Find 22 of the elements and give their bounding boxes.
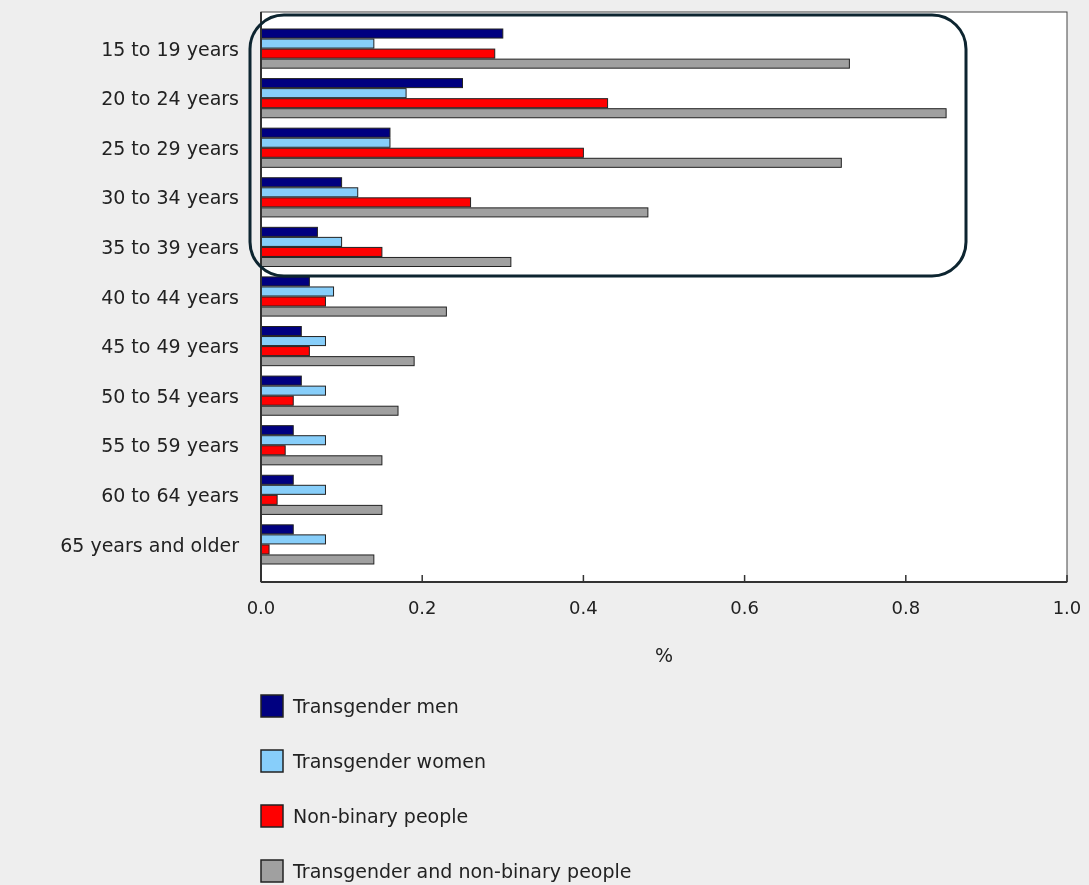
x-tick-label: 0.8 — [891, 597, 921, 618]
y-tick-label: 60 to 64 years — [101, 483, 239, 506]
y-tick-label: 35 to 39 years — [101, 236, 239, 259]
y-tick-label: 25 to 29 years — [101, 136, 239, 159]
y-tick-label: 40 to 44 years — [101, 285, 239, 308]
legend-label: Transgender and non-binary people — [292, 859, 632, 882]
x-tick-label: 0.4 — [569, 597, 598, 618]
x-tick-label: 1.0 — [1052, 597, 1082, 618]
y-tick-label: 20 to 24 years — [101, 87, 239, 110]
y-tick-label: 50 to 54 years — [101, 384, 239, 407]
legend-label: Transgender women — [292, 749, 487, 772]
legend-label: Non-binary people — [293, 804, 469, 827]
x-tick-label: 0.0 — [246, 597, 276, 618]
y-tick-label: 30 to 34 years — [101, 186, 239, 209]
y-tick-label: 55 to 59 years — [101, 434, 239, 457]
legend-label: Transgender men — [292, 694, 459, 717]
x-tick-label: 0.2 — [407, 597, 437, 618]
y-tick-label: 65 years and older — [60, 533, 240, 556]
y-tick-label: 15 to 19 years — [101, 37, 239, 60]
x-axis-title: % — [654, 644, 674, 666]
y-tick-label: 45 to 49 years — [101, 335, 239, 358]
x-tick-label: 0.6 — [730, 597, 759, 618]
